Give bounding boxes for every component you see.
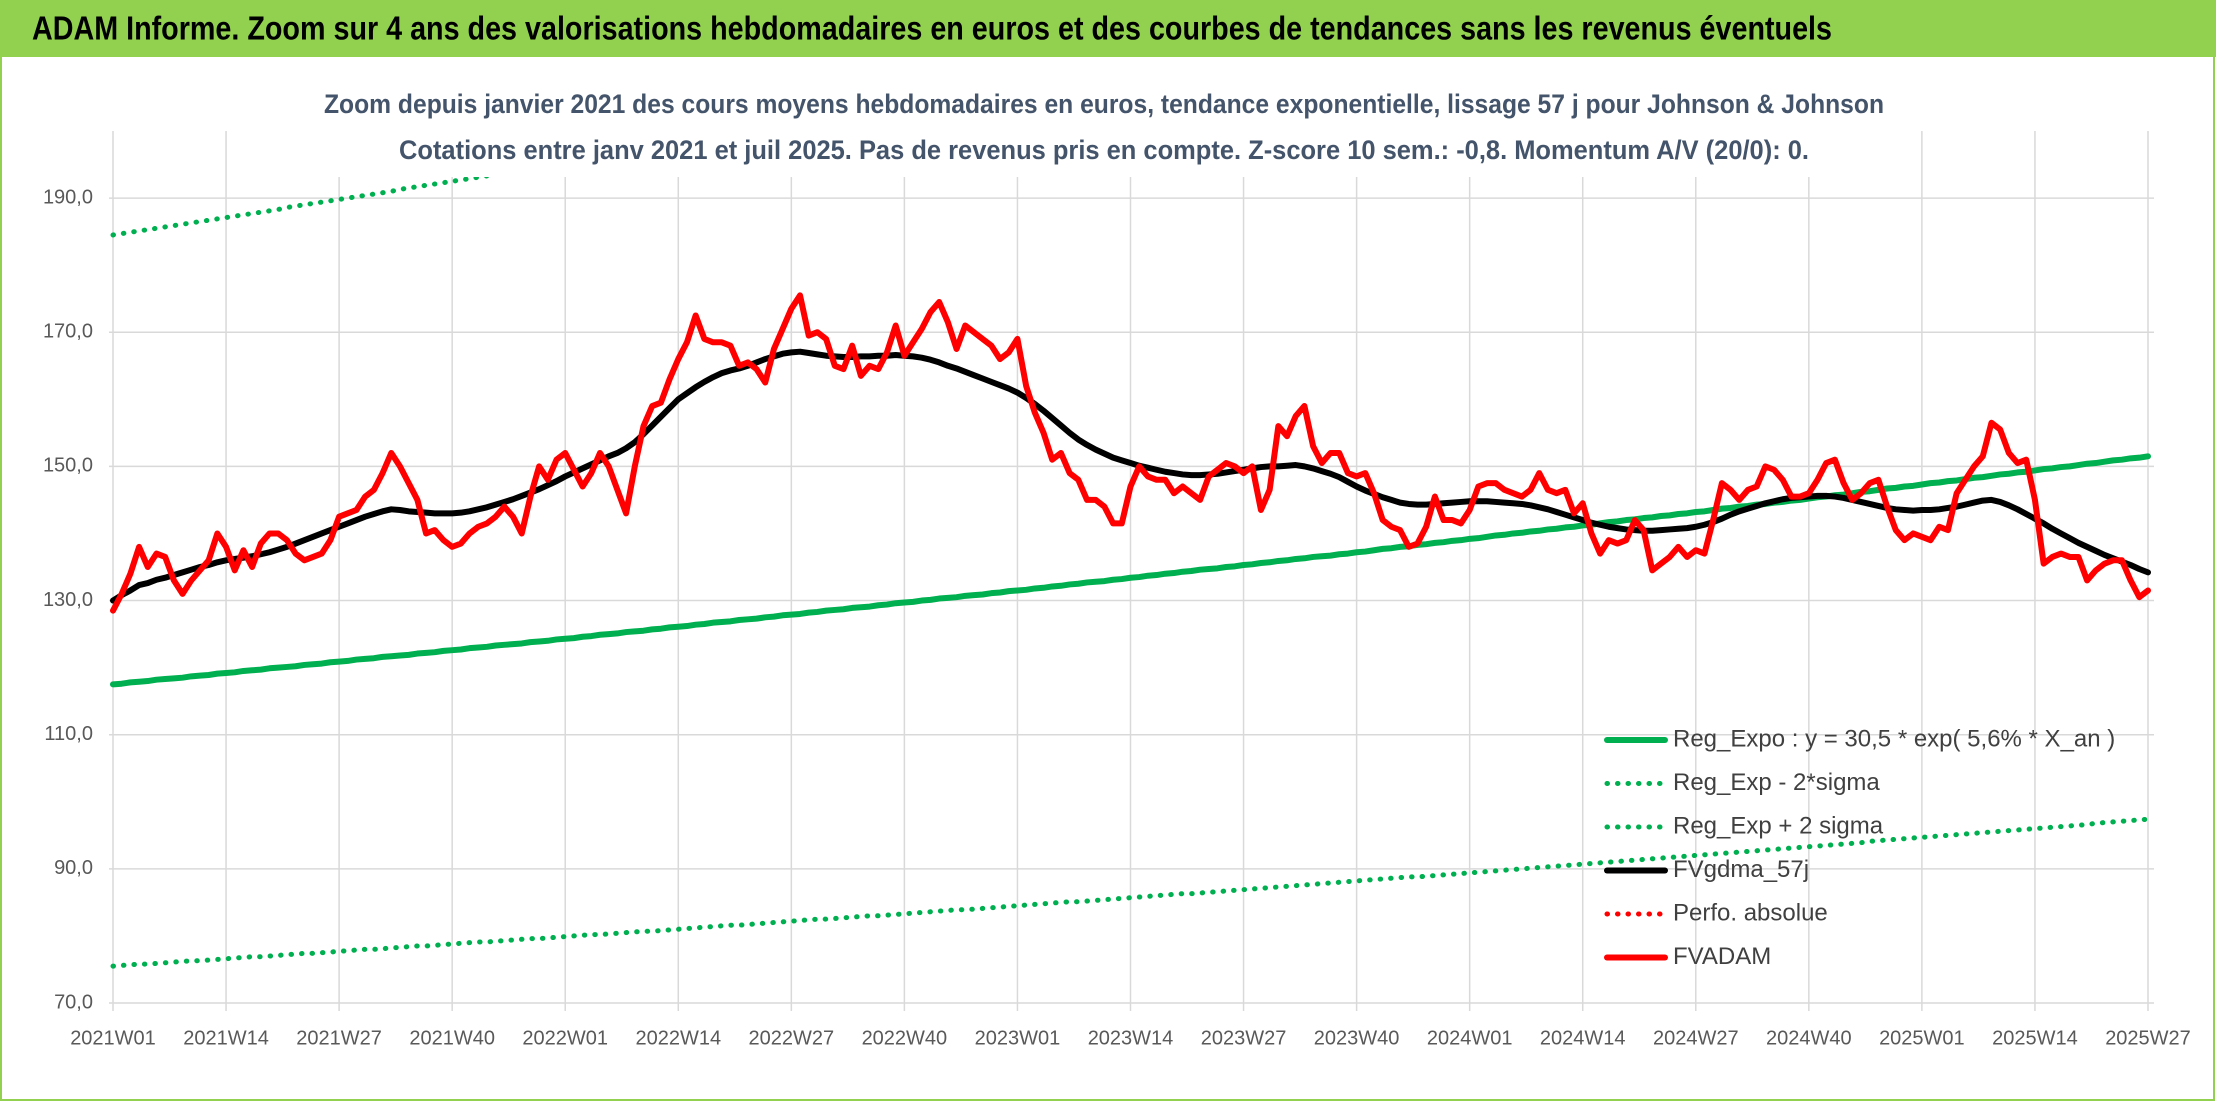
series-line [110,292,2151,614]
x-tick-label: 2025W01 [1879,1027,1965,1049]
y-tick-label: 190,0 [43,186,93,208]
x-tick-label: 2024W01 [1427,1027,1513,1049]
legend-label: FVgdma_57j [1673,856,1809,883]
lines-layer [110,131,2151,969]
y-tick-label: 110,0 [44,723,93,745]
x-tick-label: 2024W40 [1766,1027,1852,1049]
series-line [110,348,2151,604]
y-tick-label: 90,0 [54,857,93,879]
y-tick-label: 130,0 [43,589,93,611]
x-tick-label: 2022W27 [749,1027,835,1049]
chart-title: ADAM Informe. Zoom sur 4 ans des valoris… [32,10,1832,47]
legend-label: FVADAM [1673,943,1771,970]
y-tick-label: 70,0 [54,991,93,1013]
x-tick-label: 2025W27 [2105,1027,2191,1049]
x-tick-label: 2022W01 [522,1027,608,1049]
subtitle-box: Zoom depuis janvier 2021 des cours moyen… [318,82,1893,177]
subtitle: Cotations entre janv 2021 et juil 2025. … [399,135,1809,165]
subtitle: Zoom depuis janvier 2021 des cours moyen… [324,89,1884,119]
x-tick-label: 2025W14 [1992,1027,2078,1049]
legend-label: Reg_Exp - 2*sigma [1673,769,1880,796]
legend-label: Reg_Expo : y = 30,5 * exp( 5,6% * X_an ) [1673,725,2115,752]
x-tick-label: 2021W14 [183,1027,269,1049]
y-tick-label: 150,0 [43,455,93,477]
x-tick-label: 2024W14 [1540,1027,1626,1049]
x-tick-label: 2021W01 [70,1027,156,1049]
x-tick-label: 2023W40 [1314,1027,1400,1049]
x-tick-label: 2021W40 [409,1027,495,1049]
x-tick-label: 2022W40 [862,1027,948,1049]
x-tick-label: 2023W01 [975,1027,1061,1049]
x-tick-label: 2021W27 [296,1027,382,1049]
y-tick-label: 170,0 [43,321,93,343]
x-tick-label: 2023W27 [1201,1027,1287,1049]
legend: Reg_Expo : y = 30,5 * exp( 5,6% * X_an )… [1604,725,2115,970]
title-banner [0,0,2216,57]
legend-label: Perfo. absolue [1673,899,1828,926]
x-tick-label: 2022W14 [635,1027,721,1049]
x-tick-label: 2024W27 [1653,1027,1739,1049]
subtitle-background [318,82,1893,177]
legend-label: Reg_Exp + 2 sigma [1673,812,1884,839]
series-line [110,816,2151,969]
x-tick-label: 2023W14 [1088,1027,1174,1049]
